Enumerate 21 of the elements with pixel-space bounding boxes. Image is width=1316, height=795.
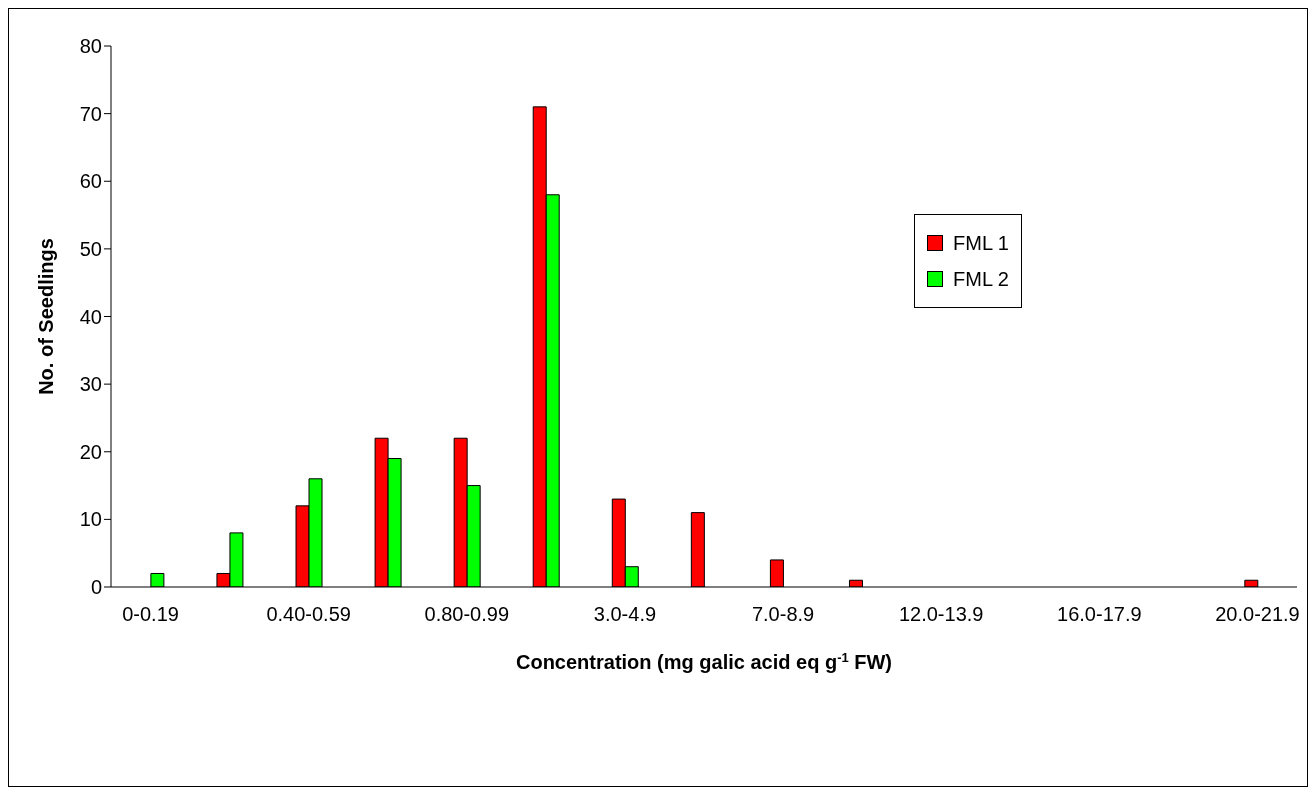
y-tick-label: 10 <box>79 508 102 531</box>
y-tick-label: 40 <box>79 305 102 328</box>
x-axis-title: Concentration (mg galic acid eq g$^{-1}$ FW) <box>515 649 893 673</box>
x-tick-label: 3.0-4.9 <box>593 603 657 626</box>
y-tick-label: 60 <box>79 170 102 193</box>
x-tick-label: 16.0-17.9 <box>1057 603 1142 626</box>
x-tick-label: 0-0.19 <box>122 603 179 626</box>
legend-label: FML 2 <box>953 267 1009 291</box>
legend-label: FML 1 <box>953 231 1009 255</box>
x-tick-label: 20.0-21.9 <box>1215 603 1300 626</box>
x-tick-label: 0.80-0.99 <box>424 603 510 626</box>
y-tick-label: 70 <box>79 102 102 125</box>
y-tick-label: 80 <box>79 35 102 58</box>
y-tick-label: 30 <box>79 373 102 396</box>
y-tick-label: 0 <box>90 576 102 599</box>
x-tick-label: 12.0-13.9 <box>898 603 984 626</box>
y-axis-title: No. of Seedlings <box>35 238 57 395</box>
y-tick-label: 50 <box>79 237 102 260</box>
y-tick-label: 20 <box>79 440 102 463</box>
x-tick-label: 0.40-0.59 <box>266 603 351 626</box>
x-tick-label: 7.0-8.9 <box>751 603 815 626</box>
